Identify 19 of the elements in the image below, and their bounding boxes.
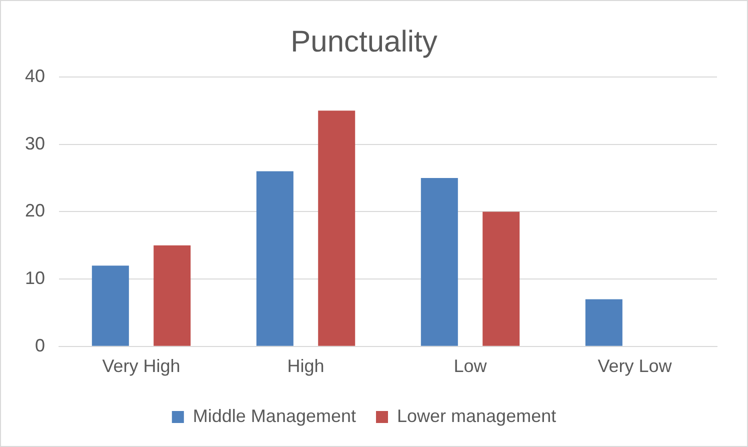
y-tick-label: 30 (24, 133, 46, 154)
y-tick-label: 20 (24, 200, 46, 221)
bar (482, 212, 520, 346)
bar (585, 299, 622, 346)
x-tick-label: Very Low (598, 356, 673, 376)
bar (318, 110, 356, 346)
x-tick-label: Low (454, 356, 488, 376)
bar (154, 245, 191, 346)
y-tick-label: 10 (24, 268, 46, 288)
bar (92, 266, 129, 346)
x-tick-label: High (287, 356, 324, 376)
chart-title: Punctuality (290, 25, 438, 58)
bar (256, 171, 294, 346)
y-tick-label: 0 (35, 335, 46, 356)
legend-label: Middle Management (192, 406, 356, 426)
bar (420, 178, 458, 346)
y-tick-label: 40 (24, 66, 46, 86)
x-tick-label: Very High (102, 356, 180, 376)
legend-label: Lower management (397, 406, 556, 426)
